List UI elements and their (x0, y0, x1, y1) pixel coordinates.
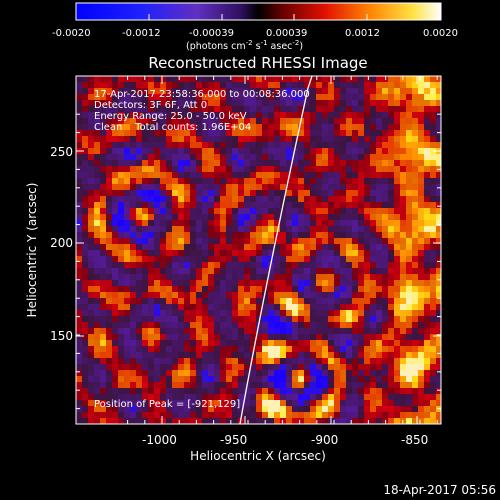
y-tick-label: 150 (50, 329, 73, 343)
info-time-range: 17-Apr-2017 23:58:36.000 to 00:08:36.000 (94, 89, 310, 100)
axis-ticks (76, 76, 441, 424)
colorbar-units: (photons cm-2 s-1 asec-2) (186, 39, 303, 52)
colorbar-tick-label: 0.00039 (266, 28, 307, 39)
plot-frame (75, 75, 442, 425)
colorbar-gradient (75, 2, 442, 21)
image-area (76, 76, 441, 424)
x-axis-label: Heliocentric X (arcsec) (190, 449, 326, 463)
x-tick-label: -1000 (142, 433, 177, 447)
colorbar-tick-label: -0.0020 (52, 28, 91, 39)
y-tick-label: 200 (50, 236, 73, 250)
x-tick-label: -950 (220, 433, 247, 447)
y-tick-label: 250 (50, 145, 73, 159)
colorbar-tick-label: 0.0020 (423, 28, 458, 39)
footer-timestamp: 18-Apr-2017 05:56 (383, 483, 496, 497)
colorbar-ticks (75, 14, 441, 20)
x-tick-label: -850 (401, 433, 428, 447)
colorbar: -0.0020 -0.0012 -0.00039 0.00039 0.0012 … (52, 2, 458, 52)
colorbar-tick-label: -0.0012 (122, 28, 161, 39)
x-tick-label: -900 (311, 433, 338, 447)
info-detectors: Detectors: 3F 6F, Att 0 (94, 100, 207, 111)
colorbar-tick-label: -0.00039 (189, 28, 234, 39)
solar-limb-line (239, 76, 313, 424)
info-peak-position: Position of Peak = [-921,129] (94, 399, 240, 410)
plot-title: Reconstructed RHESSI Image (148, 54, 367, 72)
info-clean-counts: Clean Total counts: 1.96E+04 (94, 122, 251, 133)
colorbar-tick-label: 0.0012 (345, 28, 380, 39)
image-info: 17-Apr-2017 23:58:36.000 to 00:08:36.000… (94, 89, 310, 410)
info-energy-range: Energy Range: 25.0 - 50.0 keV (94, 111, 247, 122)
y-axis-label: Heliocentric Y (arcsec) (25, 183, 39, 318)
